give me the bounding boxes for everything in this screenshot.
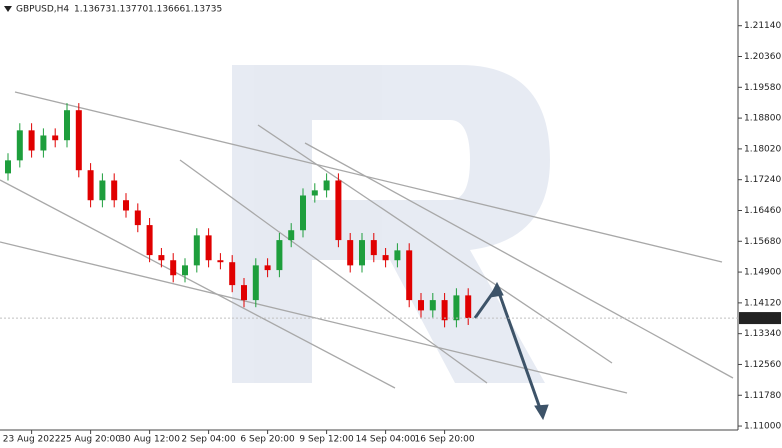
candle-body: [335, 180, 342, 241]
y-tick-label: 1.20360: [744, 52, 781, 62]
y-tick-label: 1.13340: [744, 329, 781, 339]
candle-body: [370, 240, 377, 256]
candle-body: [288, 230, 295, 241]
current-price-label: 1.13735: [743, 314, 780, 324]
y-tick-label: 1.15680: [744, 237, 781, 247]
candle-body: [347, 240, 354, 266]
ohlc-open: 1.13673: [74, 5, 111, 15]
current-price-box: [739, 312, 781, 325]
candle-body: [99, 180, 106, 201]
candle-body: [146, 225, 153, 256]
candle-body: [217, 260, 224, 263]
candle-body: [193, 235, 200, 266]
candle-body: [418, 300, 424, 311]
candle-body: [64, 110, 70, 141]
candle-body: [311, 190, 318, 196]
candle-body: [111, 180, 118, 201]
candle-body: [300, 195, 306, 231]
symbol: GBPUSD,H4: [16, 5, 69, 15]
y-tick-label: 1.14900: [744, 268, 781, 278]
candle-body: [394, 250, 401, 261]
ohlc-low: 1.13666: [148, 5, 185, 15]
candle-body: [182, 265, 188, 276]
candle-body: [52, 135, 59, 141]
candle-body: [323, 180, 330, 191]
y-tick-label: 1.18020: [744, 144, 781, 154]
candle-body: [205, 235, 212, 261]
x-tick-label: 25 Aug 20:00: [60, 435, 121, 445]
y-tick-label: 1.19580: [744, 83, 781, 93]
x-tick-label: 30 Aug 12:00: [119, 435, 180, 445]
candle-body: [359, 240, 365, 266]
candle-body: [276, 240, 283, 271]
y-tick-label: 1.17240: [744, 175, 781, 185]
trend-lines: [0, 91, 734, 394]
y-tick-label: 1.12560: [744, 360, 781, 370]
candle-body: [406, 250, 413, 301]
watermark: [232, 65, 550, 383]
candle-body: [40, 135, 47, 151]
x-tick-label: 9 Sep 12:00: [299, 435, 354, 445]
x-tick-label: 2 Sep 04:00: [181, 435, 236, 445]
menu-arrow[interactable]: [4, 6, 12, 12]
y-tick-label: 1.14120: [744, 298, 781, 308]
ohlc-high: 1.13770: [111, 5, 148, 15]
y-tick-label: 1.21140: [744, 21, 781, 31]
candle-body: [241, 285, 247, 301]
candle-body: [252, 265, 259, 301]
candle-body: [16, 130, 23, 161]
candle-body: [170, 260, 177, 276]
candle-body: [229, 262, 236, 286]
x-tick-label: 16 Sep 20:00: [415, 435, 475, 445]
candle-body: [382, 255, 389, 261]
y-tick-label: 1.11780: [744, 391, 781, 401]
forecast-arrow: [473, 281, 549, 421]
candle-body: [123, 200, 129, 211]
x-tick-label: 6 Sep 20:00: [240, 435, 295, 445]
candle-body: [441, 300, 448, 321]
candle-body: [87, 170, 94, 201]
y-tick-label: 1.16460: [744, 206, 781, 216]
candle-body: [134, 210, 141, 226]
candle-body: [264, 265, 271, 271]
ohlc-close: 1.13735: [185, 5, 222, 15]
y-tick-label: 1.11000: [744, 422, 781, 432]
candle-body: [28, 130, 35, 151]
candle-body: [429, 300, 436, 311]
candle-body: [158, 255, 165, 261]
y-tick-label: 1.18800: [744, 114, 781, 124]
candle-body: [5, 160, 11, 174]
candle-body: [453, 295, 460, 321]
x-tick-label: 14 Sep 04:00: [356, 435, 416, 445]
candle-body: [75, 110, 82, 171]
candle-body: [465, 295, 472, 319]
x-tick-label: 23 Aug 2022: [3, 435, 61, 445]
